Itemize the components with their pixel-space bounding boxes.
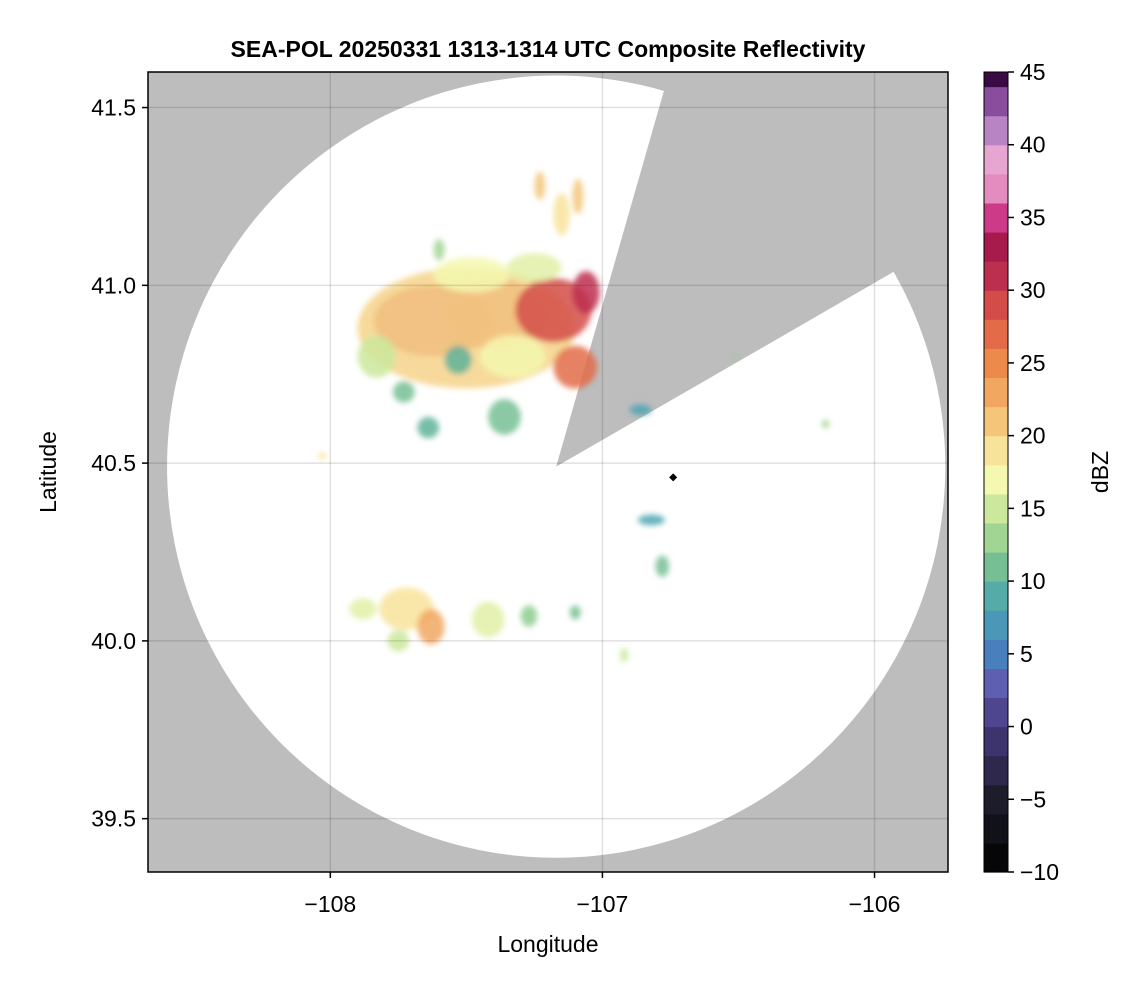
colorbar-band	[984, 72, 1008, 88]
colorbar-band	[984, 784, 1008, 815]
echo-cell	[387, 630, 410, 652]
colorbar-tick-label: 35	[1020, 204, 1046, 230]
plot-frame	[147, 71, 949, 873]
colorbar-band	[984, 319, 1008, 349]
colorbar-tick-label: 15	[1020, 495, 1046, 521]
echo-cell	[572, 271, 600, 314]
colorbar-band	[984, 697, 1008, 728]
echo-cell	[349, 598, 377, 620]
y-tick-label: 39.5	[91, 806, 136, 832]
echo-cell	[553, 345, 597, 389]
colorbar-band	[984, 755, 1008, 786]
echo-cells	[318, 171, 830, 663]
colorbar-band	[984, 668, 1008, 699]
plot-area	[148, 72, 948, 872]
echo-cell	[553, 192, 570, 236]
grid-lines	[148, 72, 948, 872]
colorbar-tick-label: 25	[1020, 350, 1046, 376]
colorbar-band	[984, 377, 1008, 408]
chart-title: SEA-POL 20250331 1313-1314 UTC Composite…	[231, 36, 866, 62]
colorbar-label: dBZ	[1087, 451, 1113, 493]
colorbar-band	[984, 639, 1008, 669]
echo-cell	[637, 514, 666, 526]
colorbar-tick-label: −5	[1020, 786, 1046, 812]
echo-cell	[488, 399, 521, 435]
echo-cell	[357, 335, 396, 378]
colorbar-tick-label: 45	[1020, 59, 1046, 85]
echo-cell	[572, 178, 584, 215]
echo-cell	[471, 601, 505, 638]
echo-cell	[433, 256, 510, 293]
marker-layer	[669, 473, 678, 482]
echo-cell	[655, 555, 670, 577]
colorbar-band	[984, 290, 1008, 320]
echo-cell	[733, 353, 738, 360]
echo-cell	[620, 648, 629, 663]
colorbar-band	[984, 842, 1008, 873]
colorbar-band	[984, 464, 1008, 495]
colorbar-band	[984, 522, 1008, 553]
x-axis: −108 −107 −106	[304, 872, 900, 917]
echo-cell	[417, 608, 445, 645]
colorbar-band	[984, 610, 1008, 640]
echo-cell	[515, 278, 592, 343]
y-tick-label: 40.5	[91, 450, 136, 476]
y-tick-label: 40.0	[91, 628, 136, 654]
colorbar-band	[984, 406, 1008, 437]
colorbar-tick-label: 0	[1020, 714, 1033, 740]
echo-cell	[392, 381, 415, 403]
y-tick-label: 41.0	[91, 272, 136, 298]
colorbar-tick-label: 40	[1020, 132, 1046, 158]
colorbar-band	[984, 813, 1008, 844]
echo-cell	[318, 452, 327, 460]
echo-cell	[569, 605, 581, 620]
x-tick-label: −107	[577, 891, 629, 917]
echo-cell	[534, 171, 546, 200]
site-marker	[669, 473, 678, 482]
colorbar-band	[984, 552, 1008, 582]
echo-cell	[507, 253, 562, 282]
colorbar-band	[984, 348, 1008, 379]
blocked-sector	[556, 72, 948, 467]
echo-cell	[444, 345, 472, 375]
echo-cell	[629, 404, 652, 416]
echo-cell	[520, 605, 538, 627]
radar-coverage	[167, 72, 948, 858]
colorbar-tick-label: −10	[1020, 859, 1059, 885]
colorbar-band	[984, 115, 1008, 146]
x-tick-label: −108	[304, 891, 356, 917]
echo-layer	[318, 171, 830, 663]
y-axis: 39.5 40.0 40.5 41.0 41.5	[91, 95, 148, 832]
x-tick-label: −106	[849, 891, 901, 917]
blocked-sector	[556, 137, 948, 467]
echo-cell	[433, 239, 445, 261]
colorbar-band	[984, 144, 1008, 175]
colorbar-tick-label: 10	[1020, 568, 1046, 594]
colorbar-band	[984, 202, 1008, 233]
echo-cell	[417, 416, 440, 439]
colorbar-band	[984, 232, 1008, 262]
colorbar-band	[984, 173, 1008, 204]
colorbar-band	[984, 726, 1008, 757]
colorbar-band	[984, 581, 1008, 611]
colorbar: −10 −5 0 5 10 15 20 25 30 35 40 45	[983, 59, 1059, 885]
y-tick-label: 41.5	[91, 95, 136, 121]
colorbar-band	[984, 493, 1008, 524]
colorbar-frame	[983, 71, 1009, 873]
colorbar-band	[984, 261, 1008, 291]
y-axis-label: Latitude	[35, 431, 61, 513]
colorbar-tick-label: 20	[1020, 423, 1046, 449]
echo-cell	[821, 419, 830, 429]
colorbar-tick-label: 5	[1020, 641, 1033, 667]
colorbar-band	[984, 435, 1008, 466]
x-axis-label: Longitude	[497, 931, 598, 957]
colorbar-tick-label: 30	[1020, 277, 1046, 303]
echo-cell	[479, 335, 546, 378]
colorbar-band	[984, 86, 1008, 117]
